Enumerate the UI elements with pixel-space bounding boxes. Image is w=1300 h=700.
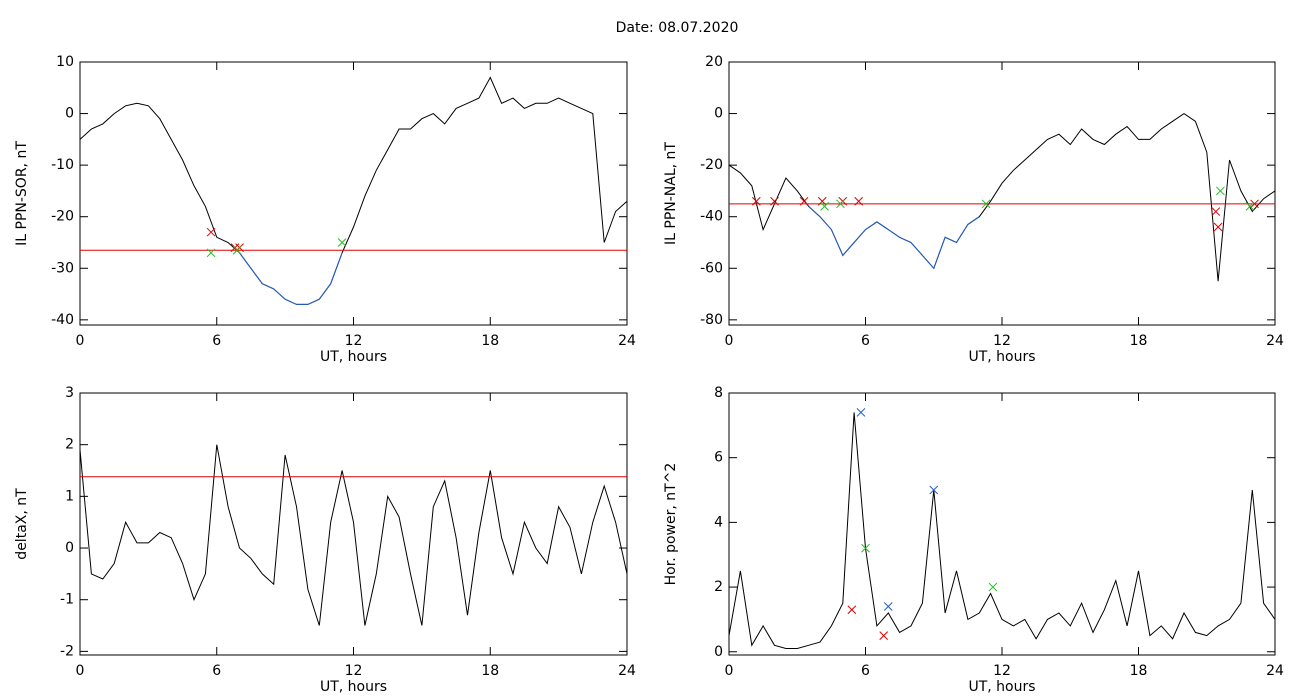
cross-marker [847, 605, 857, 615]
cross-marker [1213, 222, 1223, 232]
cross-marker [206, 227, 216, 237]
plot-frame [728, 61, 1276, 326]
y-axis-label: deltaX, nT [14, 488, 30, 560]
x-tick-label: 6 [212, 663, 221, 679]
x-tick-label: 24 [618, 663, 636, 679]
y-tick-label: 2 [65, 437, 74, 453]
y-tick-label: -1 [60, 592, 74, 608]
x-tick-label: 12 [993, 333, 1011, 349]
cross-marker [1216, 186, 1225, 196]
cross-marker [1250, 199, 1259, 209]
cross-marker [854, 196, 864, 206]
cross-marker [856, 408, 866, 417]
y-axis-label: Hor. power, nT^2 [663, 463, 679, 586]
y-tick-label: 4 [714, 514, 723, 530]
cross-marker [337, 238, 347, 247]
data-line [79, 76, 628, 305]
x-tick-label: 24 [618, 333, 636, 349]
cross-marker [883, 602, 893, 611]
data-line [239, 252, 343, 305]
cross-marker [1211, 207, 1221, 216]
x-tick-label: 0 [76, 333, 85, 349]
plot-frame [728, 392, 1276, 656]
y-tick-label: 20 [705, 54, 723, 70]
cross-marker [929, 485, 939, 495]
x-axis-label: UT, hours [320, 349, 387, 365]
cross-marker [861, 543, 870, 553]
cross-marker [770, 196, 779, 206]
y-tick-label: 0 [714, 644, 723, 660]
data-line [79, 444, 628, 626]
x-tick-label: 12 [993, 663, 1011, 679]
y-tick-label: -10 [51, 157, 74, 173]
x-tick-label: 12 [345, 663, 363, 679]
y-tick-label: -2 [60, 643, 74, 659]
y-tick-label: 0 [65, 540, 74, 556]
y-axis-label: IL PPN-SOR, nT [14, 141, 30, 246]
x-tick-label: 6 [861, 333, 870, 349]
y-tick-label: -30 [51, 260, 74, 276]
x-tick-label: 0 [725, 663, 734, 679]
cross-marker [232, 245, 242, 255]
cross-marker [988, 582, 998, 592]
x-tick-label: 6 [861, 663, 870, 679]
x-axis-label: UT, hours [968, 679, 1035, 695]
y-tick-label: 1 [65, 488, 74, 504]
cross-marker [836, 199, 845, 209]
x-tick-label: 18 [1130, 333, 1148, 349]
y-tick-label: 10 [56, 54, 74, 70]
data-line [728, 412, 1276, 649]
y-tick-label: -80 [700, 312, 723, 328]
x-tick-label: 0 [76, 663, 85, 679]
y-tick-label: -40 [51, 312, 74, 328]
figure-title: Date: 08.07.2020 [616, 20, 739, 36]
plot-frame [79, 61, 628, 326]
x-tick-label: 18 [481, 663, 499, 679]
data-line [809, 206, 1253, 268]
x-tick-label: 18 [481, 333, 499, 349]
cross-marker [1245, 202, 1255, 211]
cross-marker [799, 196, 809, 206]
x-tick-label: 24 [1266, 333, 1284, 349]
y-axis-label: IL PPN-NAL, nT [663, 142, 679, 245]
y-tick-label: -20 [51, 209, 74, 225]
y-tick-label: 3 [65, 385, 74, 401]
x-tick-label: 0 [725, 333, 734, 349]
x-tick-label: 12 [345, 333, 363, 349]
x-tick-label: 18 [1130, 663, 1148, 679]
data-line [728, 112, 1276, 282]
y-tick-label: 2 [714, 579, 723, 595]
cross-marker [817, 196, 827, 206]
x-tick-label: 6 [212, 333, 221, 349]
cross-marker [206, 248, 216, 258]
cross-marker [981, 199, 991, 209]
y-tick-label: 0 [65, 106, 74, 122]
cross-marker [820, 202, 829, 211]
y-tick-label: -60 [700, 260, 723, 276]
cross-marker [751, 196, 761, 206]
y-tick-label: -20 [700, 157, 723, 173]
y-tick-label: 0 [714, 106, 723, 122]
y-tick-label: -40 [700, 209, 723, 225]
y-tick-label: 8 [714, 385, 723, 401]
x-tick-label: 24 [1266, 663, 1284, 679]
x-axis-label: UT, hours [320, 679, 387, 695]
x-axis-label: UT, hours [968, 349, 1035, 365]
cross-marker [879, 631, 889, 640]
y-tick-label: 6 [714, 450, 723, 466]
